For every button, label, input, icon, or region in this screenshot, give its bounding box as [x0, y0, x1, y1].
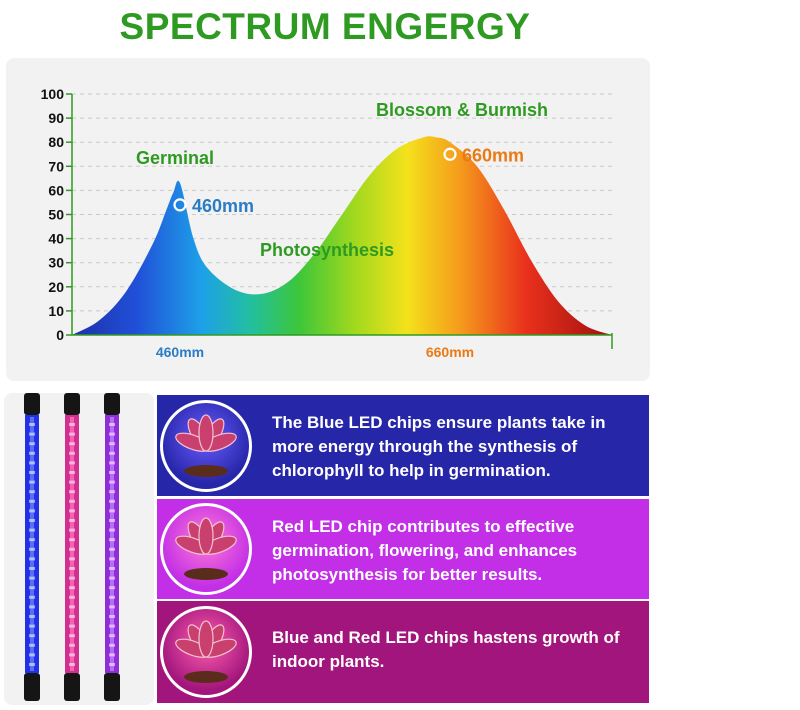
- peak-marker: [173, 198, 187, 212]
- y-tick-label: 50: [48, 207, 64, 223]
- y-tick-label: 0: [56, 327, 64, 343]
- peak-marker: [443, 147, 457, 161]
- led-tubes-panel: [4, 393, 154, 705]
- plant-icon: [160, 606, 252, 698]
- row-description: Red LED chip contributes to effective ge…: [272, 517, 578, 584]
- y-tick-label: 40: [48, 231, 64, 247]
- y-tick-label: 20: [48, 279, 64, 295]
- axes: [66, 93, 613, 349]
- y-tick-label: 70: [48, 158, 64, 174]
- x-tick-label: 660mm: [426, 344, 474, 360]
- info-row: The Blue LED chips ensure plants take in…: [157, 395, 649, 496]
- region-label: Photosynthesis: [260, 240, 394, 260]
- peak-label: 460mm: [192, 196, 254, 216]
- led-tube: [24, 393, 40, 701]
- y-tick-label: 100: [41, 86, 65, 102]
- info-row: Red LED chip contributes to effective ge…: [157, 499, 649, 599]
- led-tubes: [24, 393, 120, 701]
- y-tick-label: 80: [48, 134, 64, 150]
- spectrum-area-series: [72, 136, 612, 335]
- led-tube: [64, 393, 80, 701]
- y-tick-label: 60: [48, 182, 64, 198]
- y-tick-labels: 0 10 20 30 40 50 60 70 80 90 100: [41, 86, 65, 343]
- page-title: SPECTRUM ENGERGY: [119, 6, 531, 47]
- annotations: Germinal Photosynthesis Blossom & Burmish 4…: [136, 100, 548, 260]
- spectrum-area: [72, 136, 612, 335]
- spectrum-chart-panel: 0 10 20 30 40 50 60 70 80 90 100 460mm 660mm Germin…: [6, 58, 650, 381]
- plant-icon: [160, 400, 252, 492]
- info-row: Blue and Red LED chips hastens growth of…: [157, 601, 649, 703]
- plant-icon: [160, 503, 252, 595]
- y-tick-label: 90: [48, 110, 64, 126]
- y-tick-label: 10: [48, 303, 64, 319]
- row-description: Blue and Red LED chips hastens growth of…: [272, 628, 620, 671]
- region-label: Germinal: [136, 148, 214, 168]
- row-description: The Blue LED chips ensure plants take in…: [272, 413, 606, 480]
- x-tick-labels: 460mm 660mm: [156, 344, 474, 360]
- led-tube: [104, 393, 120, 701]
- peak-label: 660mm: [462, 145, 524, 165]
- y-tick-label: 30: [48, 255, 64, 271]
- x-tick-label: 460mm: [156, 344, 204, 360]
- region-label: Blossom & Burmish: [376, 100, 548, 120]
- spectrum-chart: 0 10 20 30 40 50 60 70 80 90 100 460mm 660mm Germin…: [41, 86, 613, 360]
